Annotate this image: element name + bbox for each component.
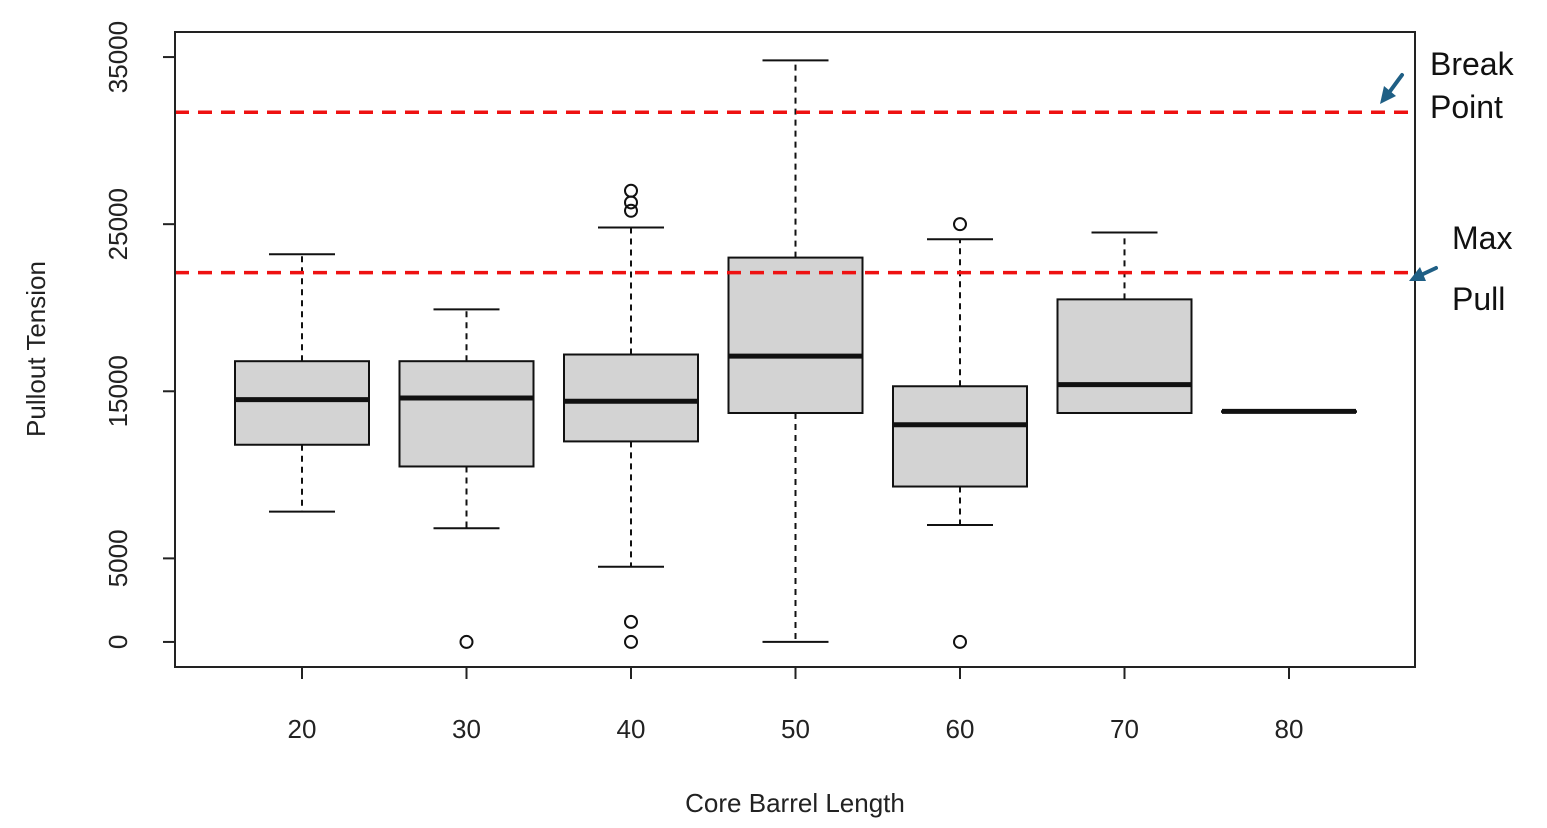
- max-pull-label-line2: Pull: [1452, 281, 1505, 317]
- annotation-layer: Core Barrel Length Pullout Tension Break…: [21, 46, 1515, 818]
- outlier-point: [624, 634, 638, 649]
- x-tick-label: 70: [1110, 714, 1139, 744]
- x-tick-label: 80: [1275, 714, 1304, 744]
- outlier-point: [624, 183, 638, 198]
- plot-layer: [175, 59, 1415, 649]
- y-tick-label: 15000: [103, 355, 133, 427]
- box-20: [234, 253, 370, 513]
- outlier-point: [953, 634, 967, 649]
- x-tick-label: 40: [617, 714, 646, 744]
- outlier-point: [624, 203, 638, 218]
- box-80: [1221, 408, 1357, 414]
- iqr-box: [398, 360, 535, 468]
- y-tick-label: 35000: [103, 21, 133, 93]
- iqr-box: [563, 353, 699, 443]
- iqr-box: [1056, 298, 1193, 414]
- outlier-point: [953, 217, 967, 232]
- x-tick-label: 30: [452, 714, 481, 744]
- outlier-point: [624, 195, 638, 210]
- x-tick-label: 60: [946, 714, 975, 744]
- box-50: [727, 59, 864, 643]
- max-pull-arrow: [1409, 266, 1438, 281]
- y-tick-label: 5000: [103, 529, 133, 587]
- box-70: [1056, 231, 1193, 414]
- y-axis-title: Pullout Tension: [21, 261, 51, 437]
- y-tick-label: 25000: [103, 188, 133, 260]
- box-60: [892, 217, 1028, 649]
- outlier-point: [459, 634, 474, 649]
- break-point-arrow: [1380, 73, 1404, 104]
- break-point-label-line1: Break: [1430, 46, 1515, 82]
- axes-layer: 0 5000 15000 25000 35000 20 30 40 50 60 70 80: [103, 21, 1416, 744]
- iqr-box: [234, 360, 370, 446]
- box-30: [398, 308, 535, 649]
- max-pull-label-line1: Max: [1452, 220, 1512, 256]
- iqr-box: [892, 385, 1028, 488]
- iqr-box: [727, 256, 864, 414]
- break-point-label-line2: Point: [1430, 89, 1503, 125]
- box-40: [563, 183, 699, 649]
- x-tick-label: 20: [288, 714, 317, 744]
- y-tick-label: 0: [103, 635, 133, 649]
- x-axis-title: Core Barrel Length: [685, 788, 905, 818]
- outlier-point: [624, 614, 638, 629]
- x-tick-label: 50: [781, 714, 810, 744]
